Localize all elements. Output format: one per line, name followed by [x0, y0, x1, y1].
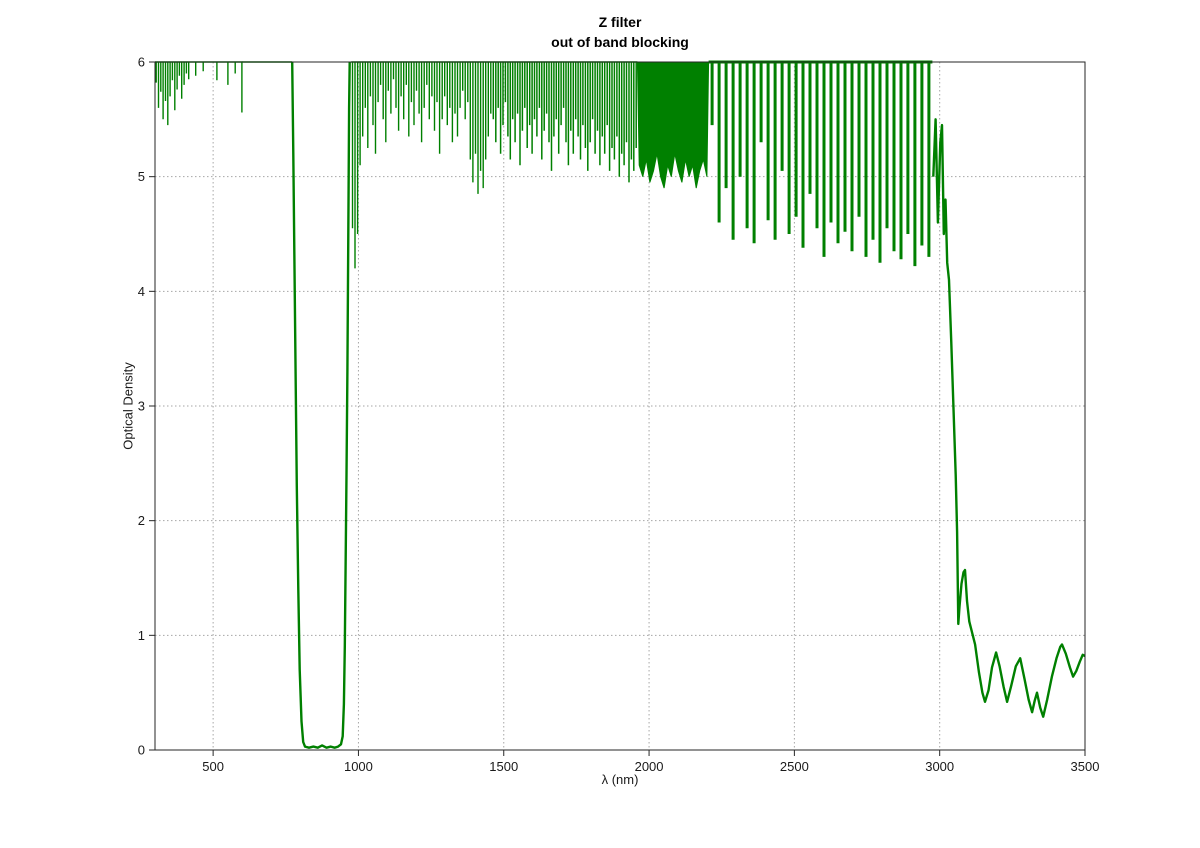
svg-text:4: 4: [138, 284, 145, 299]
series-optical-density-spectrum: [155, 60, 1086, 749]
svg-text:2: 2: [138, 513, 145, 528]
svg-text:6: 6: [138, 55, 145, 70]
svg-text:5: 5: [138, 169, 145, 184]
axis-ticks: [149, 61, 1086, 756]
svg-text:2000: 2000: [635, 759, 664, 774]
y-tick-labels: 0 1 2 3 4 5 6: [138, 55, 145, 758]
svg-text:1500: 1500: [489, 759, 518, 774]
x-tick-labels: 500 1000 1500 2000 2500 3000 3500: [202, 759, 1099, 774]
svg-text:3: 3: [138, 399, 145, 414]
svg-text:2500: 2500: [780, 759, 809, 774]
svg-text:500: 500: [202, 759, 224, 774]
svg-text:1000: 1000: [344, 759, 373, 774]
svg-text:0: 0: [138, 743, 145, 758]
x-axis-label: λ (nm): [601, 772, 639, 787]
svg-text:3500: 3500: [1071, 759, 1100, 774]
chart-subtitle: out of band blocking: [551, 34, 689, 50]
svg-text:3000: 3000: [925, 759, 954, 774]
svg-text:1: 1: [138, 628, 145, 643]
chart-title-block: Z filter out of band blocking: [155, 12, 1085, 52]
chart-title: Z filter: [598, 14, 642, 30]
